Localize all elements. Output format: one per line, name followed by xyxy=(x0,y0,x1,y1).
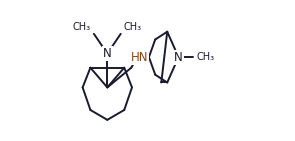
Text: CH₃: CH₃ xyxy=(73,22,91,32)
Text: HN: HN xyxy=(131,51,148,64)
Text: N: N xyxy=(103,47,112,60)
Text: CH₃: CH₃ xyxy=(196,52,214,62)
Text: CH₃: CH₃ xyxy=(124,22,142,32)
Text: N: N xyxy=(174,51,183,64)
